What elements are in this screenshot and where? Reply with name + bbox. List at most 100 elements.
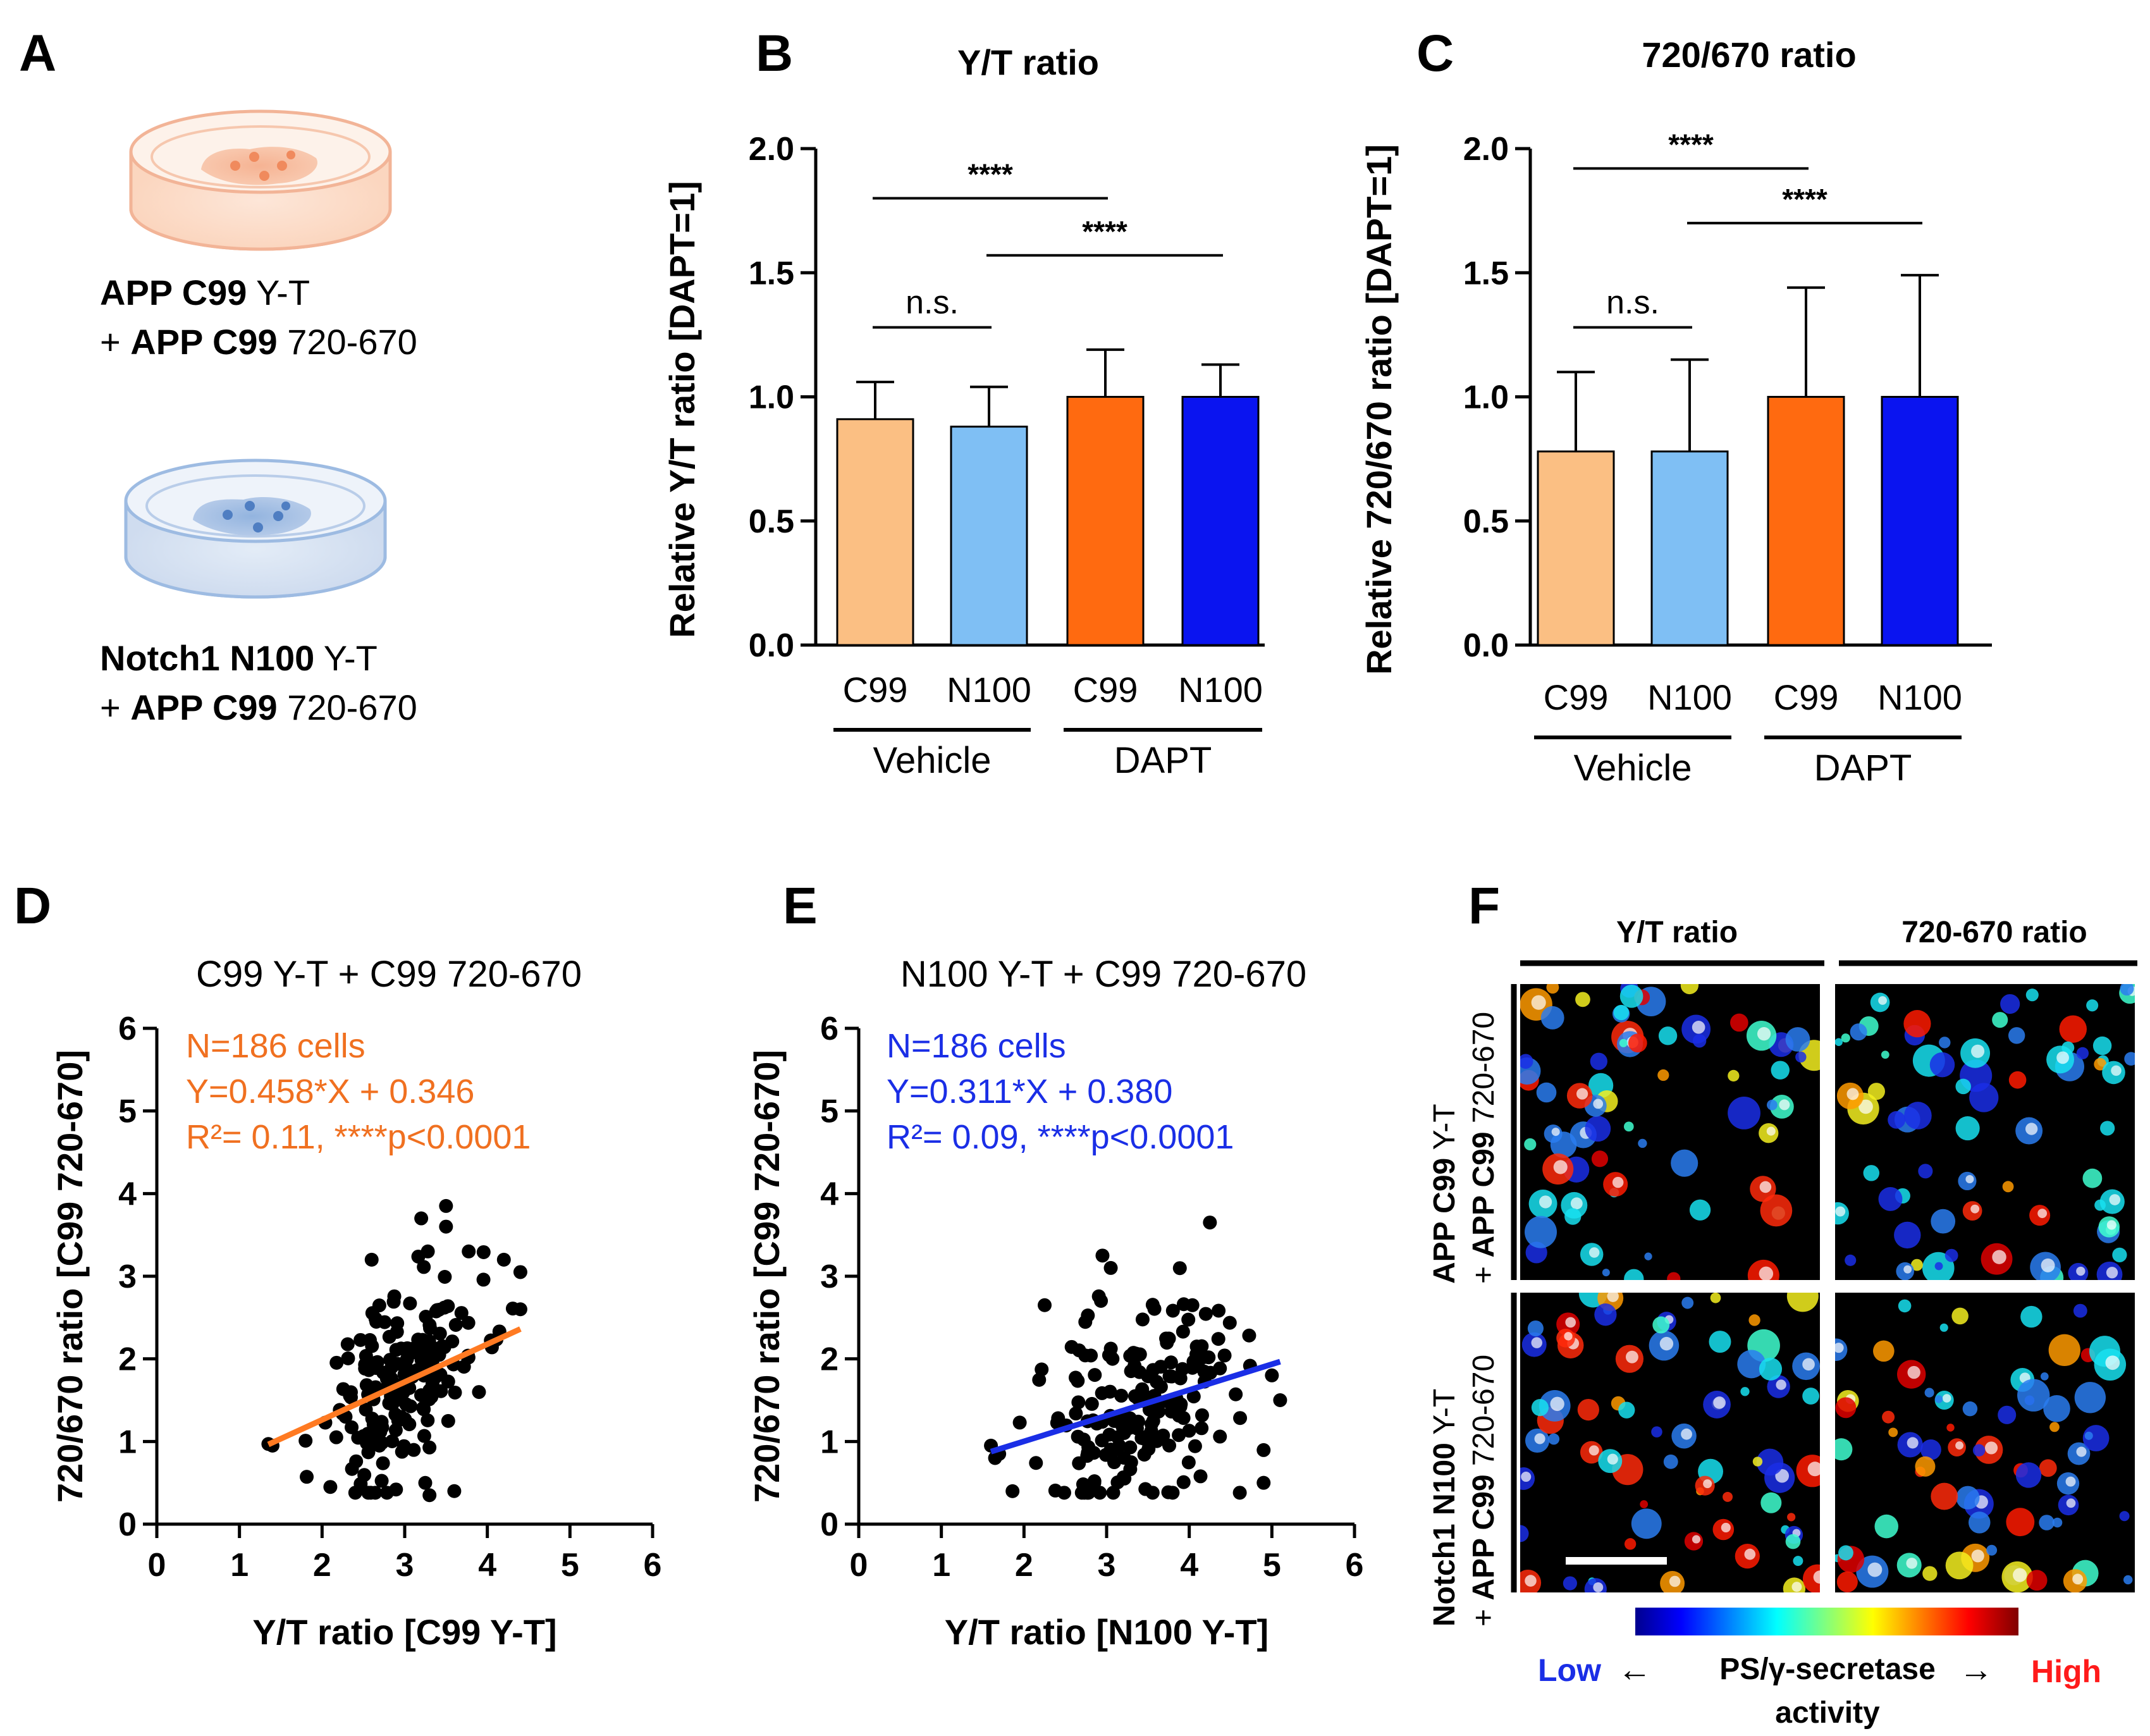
data-point xyxy=(1203,1216,1217,1230)
cell-core xyxy=(1858,1099,1873,1114)
data-point xyxy=(388,1423,403,1437)
x-tick-label: 1 xyxy=(230,1547,249,1584)
data-point xyxy=(1072,1456,1086,1470)
cell-blob xyxy=(1924,1388,1934,1398)
data-point xyxy=(1087,1474,1102,1489)
cell-blob xyxy=(1969,1511,1991,1534)
x-tick-label: 1 xyxy=(932,1547,950,1584)
cell-core xyxy=(1565,1317,1576,1328)
cells-layer xyxy=(1520,1293,1820,1592)
cell-blob xyxy=(1548,1433,1560,1445)
cell-blob xyxy=(1613,1004,1630,1021)
cell-blob xyxy=(2040,1372,2049,1381)
regression-line xyxy=(267,1326,522,1448)
y-tick-label: 2.0 xyxy=(749,131,794,168)
data-point xyxy=(387,1289,402,1303)
colorbar-caption-2: activity xyxy=(1775,1696,1880,1730)
cell-blob xyxy=(1692,1034,1707,1048)
cell-core xyxy=(1971,1549,1984,1563)
data-point xyxy=(403,1399,418,1413)
colorbar xyxy=(1635,1608,2018,1635)
cell-blob xyxy=(1760,1492,1782,1513)
cell-blob xyxy=(1728,1097,1760,1130)
cell-blob xyxy=(2000,994,2020,1014)
cell-core xyxy=(1907,1437,1919,1449)
data-point xyxy=(1150,1434,1164,1448)
y-tick-label: 6 xyxy=(118,1011,137,1047)
data-point xyxy=(376,1456,390,1470)
x-tick-label: 6 xyxy=(644,1547,662,1584)
cell-core xyxy=(1551,1128,1560,1136)
y-tick-label: 1.5 xyxy=(749,255,794,292)
cell-core xyxy=(1903,1265,1912,1274)
cell-blob xyxy=(2076,1047,2089,1060)
cell-blob xyxy=(1793,1556,1803,1567)
data-point xyxy=(472,1385,486,1400)
data-point xyxy=(402,1417,417,1432)
y-axis-label: 720/670 ratio [C99 720-670] xyxy=(747,1050,787,1503)
cell-core xyxy=(1607,1293,1619,1302)
nucleus xyxy=(286,151,295,159)
data-point xyxy=(1229,1387,1243,1401)
data-point xyxy=(1123,1440,1138,1455)
y-axis-label: 720/670 ratio [C99 720-670] xyxy=(50,1050,90,1503)
data-point xyxy=(1195,1421,1209,1436)
cell-core xyxy=(1550,1396,1564,1412)
cell-blob xyxy=(2049,1422,2060,1432)
data-point xyxy=(340,1337,355,1351)
cell-core xyxy=(2066,1498,2076,1508)
cell-blob xyxy=(2092,1036,2112,1056)
data-point xyxy=(348,1486,362,1500)
nucleus xyxy=(253,522,263,532)
regression-line xyxy=(990,1358,1281,1455)
cell-blob xyxy=(2100,1121,2115,1136)
y-tick-label: 1.5 xyxy=(1463,255,1509,292)
data-point xyxy=(1144,1417,1158,1431)
significance-label: **** xyxy=(1668,128,1714,161)
cell-blob xyxy=(1623,1121,1634,1132)
cell-blob xyxy=(1835,1397,1857,1419)
cell-blob xyxy=(1756,1448,1784,1476)
cells-layer xyxy=(1835,984,2135,1280)
cell-core xyxy=(1835,1343,1844,1353)
cell-blob xyxy=(1882,1410,1895,1424)
scale-bar xyxy=(1566,1557,1667,1565)
cell-blob xyxy=(1845,1254,1857,1266)
data-point xyxy=(1072,1343,1086,1358)
cell-core xyxy=(1531,995,1546,1010)
data-point xyxy=(390,1316,405,1331)
data-point xyxy=(421,1413,435,1427)
data-point xyxy=(422,1392,436,1407)
row-label-1-line1: APP C99 Y-T xyxy=(1428,1104,1461,1284)
x-axis-label: Y/T ratio [N100 Y-T] xyxy=(945,1612,1268,1652)
data-point xyxy=(414,1211,429,1226)
cell-blob xyxy=(1520,1054,1533,1069)
bar xyxy=(836,418,914,646)
cell-blob xyxy=(1944,1248,1958,1262)
x-tick-label: N100 xyxy=(1877,677,1962,717)
data-point xyxy=(1117,1471,1132,1486)
data-point xyxy=(345,1420,359,1434)
cell-blob xyxy=(2015,1462,2042,1488)
data-point xyxy=(1165,1303,1180,1318)
data-point xyxy=(390,1357,405,1371)
cell-blob xyxy=(1771,1061,1790,1080)
data-point xyxy=(1106,1486,1121,1500)
data-point xyxy=(389,1343,403,1357)
cell-blob xyxy=(1651,1426,1662,1437)
cell-core xyxy=(1802,1358,1815,1371)
y-axis-label: Relative Y/T ratio [DAPT=1] xyxy=(662,181,702,638)
cell-blob xyxy=(1785,1027,1810,1052)
x-tick-label: 3 xyxy=(1098,1547,1116,1584)
cell-blob xyxy=(2017,1379,2050,1412)
row-label-2-line2: + APP C99 720-670 xyxy=(1467,1355,1501,1627)
y-tick-label: 5 xyxy=(118,1093,137,1130)
cell-blob xyxy=(2002,1181,2014,1193)
arrow-right-icon: → xyxy=(1959,1651,1993,1689)
x-tick-label: 0 xyxy=(148,1547,166,1584)
cell-blob xyxy=(2123,1575,2133,1585)
data-point xyxy=(1198,1307,1213,1321)
data-point xyxy=(372,1298,386,1313)
cell-blob xyxy=(1680,984,1699,995)
data-point xyxy=(298,1434,313,1448)
